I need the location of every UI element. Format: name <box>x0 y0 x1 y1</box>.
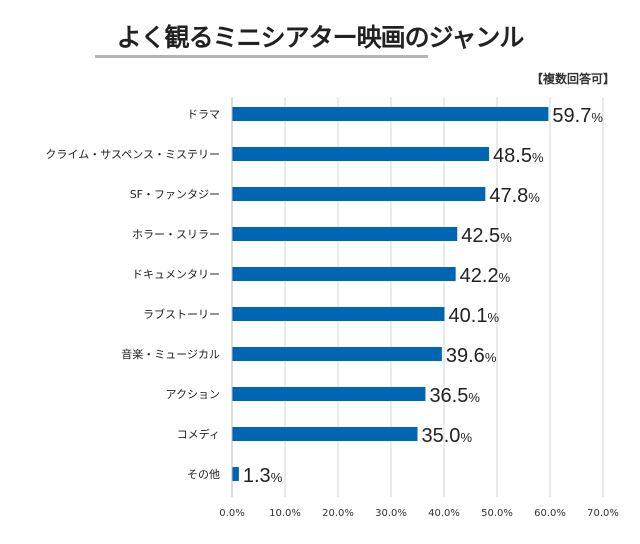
bar <box>232 147 490 161</box>
bar <box>232 187 486 201</box>
category-label: アクション <box>166 388 220 401</box>
category-label: ラブストーリー <box>143 307 220 321</box>
data-label: 39.6% <box>446 345 497 367</box>
title-underline <box>95 55 428 58</box>
category-label: SF・ファンタジー <box>130 188 220 201</box>
data-label: 35.0% <box>422 425 473 447</box>
bar <box>232 107 549 121</box>
category-label: ドキュメンタリー <box>132 268 220 281</box>
category-label: 音楽・ミュージカル <box>121 347 220 361</box>
bar <box>232 427 418 441</box>
bar <box>232 307 445 321</box>
x-tick-label: 40.0% <box>428 508 460 519</box>
x-tick-label: 50.0% <box>481 508 513 519</box>
x-tick-label: 70.0% <box>587 508 619 519</box>
category-label: クライム・サスペンス・ミステリー <box>45 148 220 161</box>
bar <box>232 267 456 281</box>
data-label: 36.5% <box>429 385 480 407</box>
data-label: 1.3% <box>243 465 283 487</box>
category-label: コメディ <box>177 427 220 441</box>
bar <box>232 467 239 481</box>
data-label: 59.7% <box>552 105 603 127</box>
x-tick-label: 0.0% <box>219 508 244 519</box>
data-label: 47.8% <box>489 185 540 207</box>
category-label: ドラマ <box>187 108 220 121</box>
data-label: 40.1% <box>449 305 500 327</box>
x-tick-label: 30.0% <box>375 508 407 519</box>
multiple-answer-note: 【複数回答可】 <box>530 72 615 86</box>
x-tick-label: 10.0% <box>269 508 301 519</box>
bar <box>232 227 458 241</box>
category-label: ホラー・スリラー <box>132 228 220 241</box>
data-label: 42.5% <box>461 225 512 247</box>
data-label: 42.2% <box>460 265 511 287</box>
bar <box>232 347 442 361</box>
category-label: その他 <box>187 468 220 481</box>
chart-title: よく観るミニシアター映画のジャンル <box>116 23 525 52</box>
data-label: 48.5% <box>493 145 544 167</box>
x-tick-label: 60.0% <box>534 508 566 519</box>
x-tick-label: 20.0% <box>322 508 354 519</box>
bar <box>232 387 426 401</box>
